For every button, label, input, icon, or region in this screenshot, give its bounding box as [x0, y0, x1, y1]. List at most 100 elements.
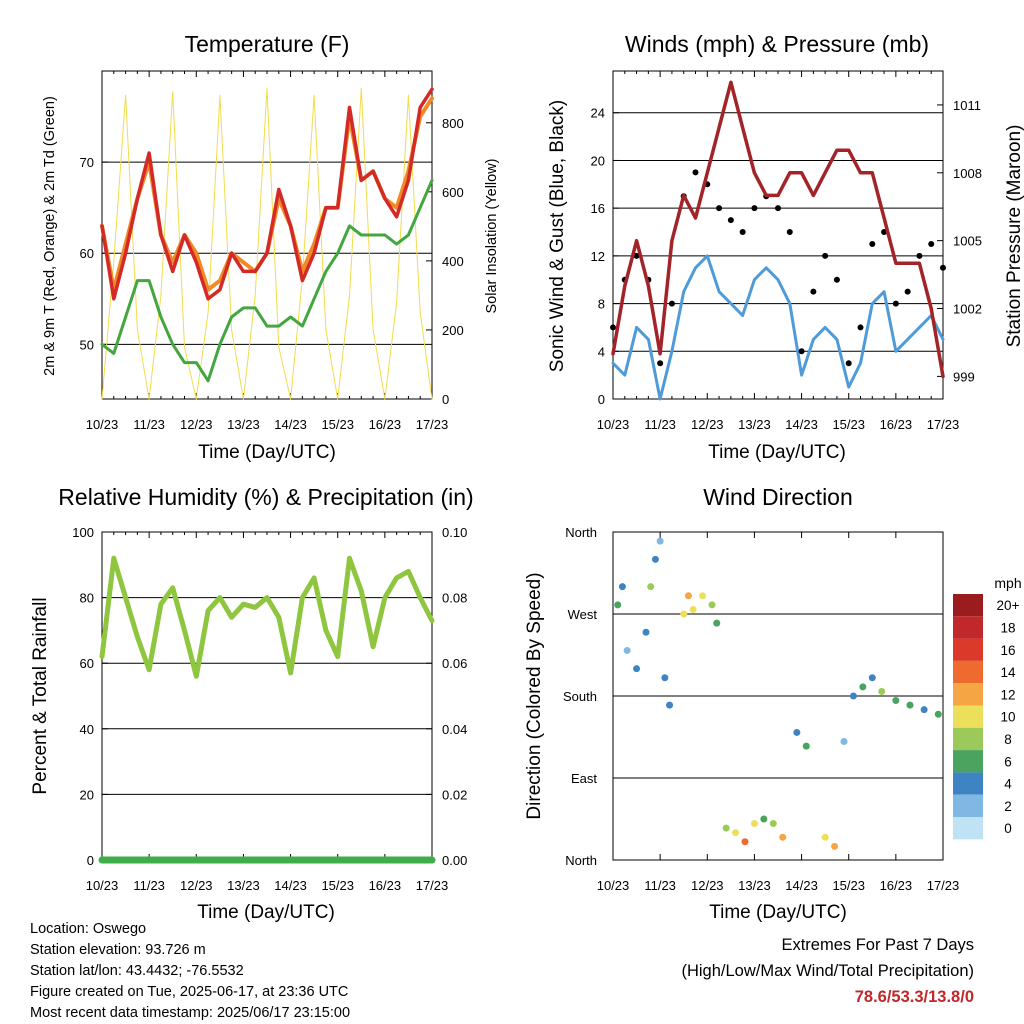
winds-y2tick-label: 1002 [953, 302, 982, 317]
winds-ytick-label: 4 [598, 344, 605, 359]
colorbar-label: 16 [1000, 643, 1015, 658]
direction-point [623, 646, 631, 654]
direction-point [618, 583, 626, 591]
direction-point [779, 833, 787, 841]
direction-point [840, 738, 848, 746]
humidity-panel: Relative Humidity (%) & Precipitation (i… [30, 484, 474, 923]
direction-point [859, 683, 867, 691]
humidity-title: Relative Humidity (%) & Precipitation (i… [58, 484, 473, 510]
extremes-box: Extremes For Past 7 Days (High/Low/Max W… [681, 932, 974, 1010]
humidity-y2tick-label: 0.10 [442, 525, 467, 540]
colorbar-swatch [953, 683, 983, 706]
winds-xtick-label: 12/23 [691, 417, 724, 432]
direction-point [722, 824, 730, 832]
direction-point [661, 674, 669, 682]
colorbar-swatch [953, 727, 983, 751]
winds-ytick-label: 0 [598, 392, 605, 407]
direction-point [769, 820, 777, 828]
humidity-ytick-label: 20 [80, 787, 94, 802]
colorbar-swatch [953, 817, 983, 840]
temperature-y2tick-label: 600 [442, 185, 464, 200]
humidity-y2tick-label: 0.08 [442, 591, 467, 606]
extremes-heading: Extremes For Past 7 Days [781, 936, 974, 954]
direction-point [666, 701, 674, 709]
direction-point [684, 592, 692, 600]
gust-point [751, 205, 758, 212]
humidity-y2tick-label: 0.02 [442, 787, 467, 802]
direction-ytick-label: North [565, 525, 597, 540]
humidity-ytick-label: 100 [72, 525, 94, 540]
gust-point [668, 300, 675, 307]
temperature-xtick-label: 10/23 [86, 417, 119, 432]
direction-point [741, 838, 749, 846]
direction-xtick-label: 11/23 [644, 878, 676, 893]
direction-point [821, 833, 829, 841]
colorbar-label: 6 [1004, 754, 1012, 769]
solar-insolation-line [101, 87, 433, 400]
direction-point [750, 820, 758, 828]
winds-xtick-label: 16/23 [880, 417, 913, 432]
direction-point [831, 842, 839, 850]
temperature-xlabel: Time (Day/UTC) [198, 442, 336, 463]
gust-point [633, 252, 640, 259]
direction-point [849, 692, 857, 700]
temperature-2m-line [100, 87, 434, 301]
humidity-ylabel-left: Percent & Total Rainfall [30, 597, 51, 794]
humidity-ytick-label: 60 [80, 656, 94, 671]
direction-point [614, 601, 622, 609]
colorbar-swatch [953, 705, 983, 728]
humidity-xtick-label: 12/23 [180, 878, 213, 893]
dewpoint-2m-line [100, 178, 434, 383]
gust-point [916, 252, 923, 259]
humidity-xlabel: Time (Day/UTC) [197, 902, 335, 923]
direction-ytick-label: North [565, 853, 597, 868]
gust-point [940, 264, 946, 271]
winds-ytick-label: 12 [591, 249, 605, 264]
direction-xtick-label: 12/23 [691, 878, 724, 893]
humidity-xtick-label: 15/23 [321, 878, 354, 893]
temperature-plot: 10/23 11/23 12/23 13/23 14/23 15/23 16/23 17/23… [80, 70, 464, 432]
temperature-xtick-label: 12/23 [180, 417, 213, 432]
temperature-ytick-label: 70 [80, 155, 94, 170]
direction-point [647, 583, 655, 591]
direction-point [878, 687, 886, 695]
winds-panel: Winds (mph) & Pressure (mb) Sonic Wind &… [547, 31, 1024, 463]
direction-title: Wind Direction [703, 484, 853, 510]
gust-point [822, 252, 829, 259]
station-latlon: Station lat/lon: 43.4432; -76.5532 [30, 963, 244, 979]
colorbar-swatch [953, 638, 983, 661]
winds-xtick-label: 10/23 [597, 417, 630, 432]
winds-y2tick-label: 1005 [953, 234, 982, 249]
colorbar-swatch [953, 616, 983, 639]
gust-point [716, 205, 723, 212]
gust-point [739, 229, 746, 236]
direction-point [689, 605, 697, 613]
winds-y2tick-label: 1011 [953, 98, 981, 113]
humidity-ytick-label: 0 [87, 853, 94, 868]
colorbar-label: 18 [1000, 620, 1015, 635]
direction-point [802, 742, 810, 750]
winds-xtick-label: 15/23 [832, 417, 865, 432]
humidity-y2tick-label: 0.00 [442, 853, 467, 868]
winds-xlabel: Time (Day/UTC) [708, 442, 846, 463]
recent-timestamp: Most recent data timestamp: 2025/06/17 2… [30, 1005, 351, 1021]
gust-point [775, 205, 781, 212]
gust-point [869, 240, 876, 247]
humidity-frame [101, 531, 433, 861]
humidity-xtick-label: 13/23 [227, 878, 260, 893]
winds-ytick-label: 16 [591, 201, 605, 216]
direction-point [656, 537, 664, 545]
winds-title: Winds (mph) & Pressure (mb) [625, 31, 929, 57]
gust-point [857, 324, 864, 331]
relative-humidity-line [99, 555, 435, 679]
gust-point [727, 217, 734, 224]
humidity-plot: 10/23 11/23 12/23 13/23 14/23 15/23 16/23 17/23… [72, 525, 467, 893]
temperature-y2tick-label: 400 [442, 254, 464, 269]
direction-xtick-label: 15/23 [832, 878, 865, 893]
station-location: Location: Oswego [30, 921, 147, 937]
colorbar-title: mph [994, 575, 1021, 591]
colorbar-swatch [953, 660, 983, 684]
temperature-xtick-label: 11/23 [133, 417, 165, 432]
temperature-ytick-label: 60 [80, 246, 94, 261]
